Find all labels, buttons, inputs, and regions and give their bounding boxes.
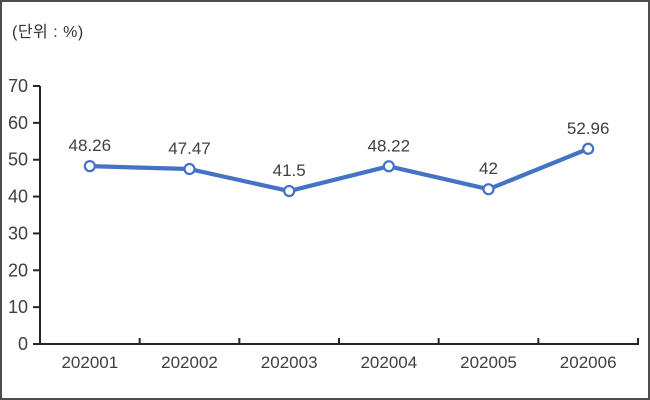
- data-label: 41.5: [273, 161, 306, 180]
- y-tick-label: 50: [8, 150, 28, 170]
- y-tick-label: 20: [8, 260, 28, 280]
- y-tick-label: 10: [8, 297, 28, 317]
- x-axis-label: 202001: [61, 353, 118, 372]
- y-tick-label: 60: [8, 113, 28, 133]
- data-point-marker: [83, 160, 96, 173]
- y-tick-label: 70: [8, 76, 28, 96]
- data-point-marker: [482, 183, 495, 196]
- data-point-marker: [582, 142, 595, 155]
- y-tick-label: 30: [8, 223, 28, 243]
- unit-label: (단위 : %): [12, 24, 84, 41]
- data-point-marker: [382, 160, 395, 173]
- x-axis-label: 202002: [161, 353, 218, 372]
- x-axis-label: 202003: [261, 353, 318, 372]
- data-point-marker: [283, 184, 296, 198]
- data-label: 42: [479, 159, 498, 178]
- x-axis-label: 202004: [360, 353, 417, 372]
- data-label: 48.26: [69, 136, 112, 155]
- y-tick-label: 40: [8, 187, 28, 207]
- data-label: 48.22: [368, 136, 411, 155]
- data-label: 52.96: [567, 119, 610, 138]
- x-axis-label: 202005: [460, 353, 517, 372]
- data-point-marker: [183, 162, 196, 176]
- y-tick-label: 0: [18, 334, 28, 354]
- data-label: 47.47: [168, 139, 211, 158]
- x-axis-label: 202006: [560, 353, 617, 372]
- series-line: [87, 146, 591, 194]
